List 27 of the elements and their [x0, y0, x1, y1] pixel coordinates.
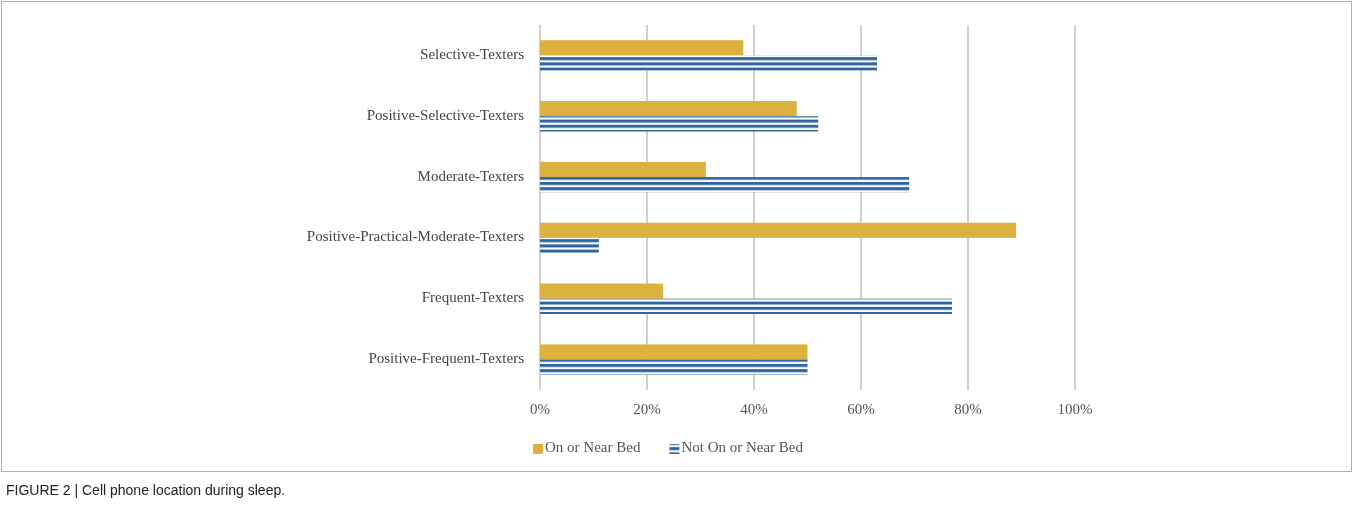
x-tick-label: 40%: [740, 401, 768, 418]
bar: [540, 161, 706, 178]
bar: [540, 40, 744, 56]
y-tick-label: Frequent-Texters: [421, 289, 525, 306]
bar: [540, 298, 952, 314]
bar: [540, 237, 599, 254]
x-tick-label: 0%: [530, 401, 550, 418]
text: FIGURE 2 | Cell phone location during sleep.: [6, 481, 286, 498]
y-tick-label: Selective-Texters: [420, 45, 525, 62]
legend-label: On or Near Bed: [545, 439, 641, 456]
x-tick-label: 80%: [954, 401, 982, 418]
y-tick-label: Moderate-Texters: [417, 167, 525, 184]
bar: [540, 344, 808, 360]
bar: [540, 222, 1017, 238]
y-tick-label: Positive-Frequent-Texters: [368, 350, 525, 367]
bar: [540, 177, 910, 193]
x-tick-label: 100%: [1057, 401, 1093, 418]
bar: [540, 101, 797, 117]
bar: [540, 359, 808, 375]
legend-label: Not On or Near Bed: [681, 439, 804, 456]
bar: [540, 116, 819, 132]
bar: [540, 283, 664, 299]
x-tick-label: 20%: [633, 401, 661, 418]
x-tick-label: 60%: [847, 401, 875, 418]
bar: [540, 55, 878, 71]
y-tick-label: Positive-Practical-Moderate-Texters: [306, 228, 525, 245]
y-tick-label: Positive-Selective-Texters: [366, 106, 525, 123]
